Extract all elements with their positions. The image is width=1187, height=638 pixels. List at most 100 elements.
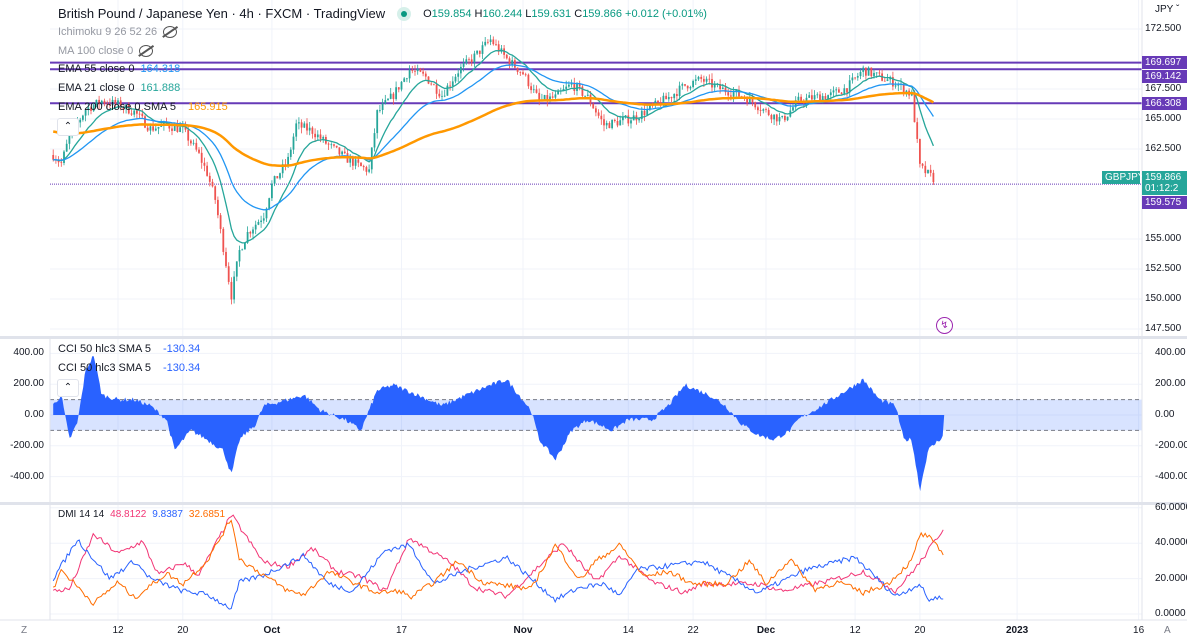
hidden-eye-icon[interactable] (163, 26, 178, 38)
candle (343, 147, 346, 155)
candle (451, 76, 454, 92)
moving-averages (52, 49, 935, 244)
candle (65, 139, 68, 152)
candle (300, 119, 303, 134)
candle (597, 109, 600, 119)
candle (765, 107, 767, 113)
horizontal-levels[interactable] (50, 61, 1142, 185)
candle (100, 99, 103, 107)
candle (481, 41, 484, 60)
candle (335, 145, 338, 149)
candle (573, 77, 576, 95)
candle (568, 81, 570, 88)
candle (419, 67, 422, 73)
candle (225, 247, 227, 268)
candle (397, 87, 400, 93)
dmi-legend[interactable]: DMI 14 14 48.8122 9.8387 32.6851 (58, 509, 226, 520)
candle (646, 104, 649, 117)
dmi-tick-label: 0.0000 (1155, 608, 1186, 619)
indicator-ema55[interactable]: EMA 55 close 0 164.318 (58, 63, 181, 75)
cci-tick-label: -400.00 (10, 470, 44, 482)
pane-resize-handle[interactable] (0, 502, 1187, 505)
candle (465, 55, 468, 65)
candle (667, 92, 670, 102)
adx-line (53, 519, 944, 606)
candle (400, 80, 403, 92)
candle (724, 82, 727, 96)
collapse-legend-button[interactable]: ⌃ (57, 118, 79, 136)
lightning-icon[interactable]: ↯ (936, 317, 953, 334)
candle (881, 69, 883, 82)
indicator-ema200[interactable]: EMA 200 close 0 SMA 5 165.915 (58, 101, 228, 113)
candle (657, 100, 659, 104)
cci-tick-label: 200.00 (1155, 378, 1186, 390)
candle (133, 109, 136, 118)
candle (316, 130, 319, 141)
candle (416, 64, 419, 75)
last-price-label: 159.866 01:12:2 (1142, 171, 1187, 195)
candle (495, 39, 497, 47)
candle (262, 212, 265, 224)
candle (468, 57, 470, 65)
candle (859, 68, 862, 80)
candle (252, 226, 254, 240)
indicator-ichimoku[interactable]: Ichimoku 9 26 52 26 (58, 26, 178, 38)
candle (835, 87, 838, 96)
candle (473, 50, 476, 68)
candle (816, 92, 819, 99)
pane-resize-handle[interactable] (0, 336, 1187, 339)
cci-area (53, 356, 945, 492)
candle (808, 91, 811, 98)
dmi-tick-label: 20.0000 (1155, 572, 1187, 584)
candle (208, 172, 211, 187)
candle (238, 245, 241, 267)
candle (192, 139, 195, 146)
ema-55-line (53, 64, 934, 211)
time-tick-label: Dec (756, 625, 776, 636)
candle (381, 98, 384, 115)
candle (406, 77, 408, 83)
candle (249, 230, 252, 238)
candle (919, 138, 921, 168)
collapse-cci-legend-button[interactable]: ⌃ (57, 379, 79, 397)
candle (603, 114, 605, 132)
candle (878, 69, 881, 76)
candle (408, 65, 411, 83)
candle (773, 114, 775, 125)
symbol-title[interactable]: British Pound / Japanese Yen · 4h · FXCM… (58, 6, 386, 21)
hidden-eye-icon[interactable] (139, 45, 154, 57)
candle (235, 261, 238, 282)
currency-selector[interactable]: JPY ˇ (1155, 4, 1180, 15)
candle (632, 110, 635, 121)
candle (136, 109, 138, 120)
cci-legend-1[interactable]: CCI 50 hlc3 SMA 5 -130.34 (58, 343, 201, 355)
candle (775, 113, 778, 126)
dmi-tick-label: 60.0000 (1155, 501, 1187, 513)
cci-tick-label: 400.00 (13, 347, 44, 359)
timezone-button[interactable]: Z (21, 625, 28, 636)
candle (443, 89, 446, 98)
candle (454, 73, 457, 84)
candle (505, 53, 508, 60)
candle (824, 93, 827, 101)
auto-scale-button[interactable]: A (1164, 625, 1171, 636)
candle (854, 77, 856, 80)
candle (694, 74, 697, 86)
candle (735, 89, 738, 97)
candle (109, 98, 111, 109)
candle (713, 80, 716, 92)
indicator-ema21[interactable]: EMA 21 close 0 161.888 (58, 82, 181, 94)
candle (862, 65, 865, 78)
candle (848, 74, 851, 98)
candle (492, 36, 495, 46)
cci-legend-2[interactable]: CCI 50 hlc3 SMA 5 -130.34 (58, 362, 201, 374)
candle (360, 162, 362, 167)
candle (457, 68, 460, 82)
candle (522, 69, 524, 75)
cci-tick-label: 0.00 (24, 409, 44, 420)
indicator-ma100[interactable]: MA 100 close 0 (58, 45, 154, 57)
candle (222, 227, 225, 256)
candle (281, 159, 284, 178)
time-tick-label: 20 (177, 625, 189, 636)
